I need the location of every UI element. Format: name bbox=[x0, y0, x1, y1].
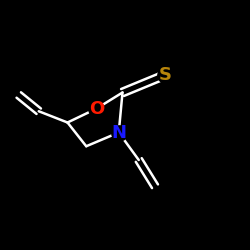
Text: N: N bbox=[111, 124, 126, 142]
Text: O: O bbox=[88, 100, 104, 118]
Text: S: S bbox=[158, 66, 172, 84]
